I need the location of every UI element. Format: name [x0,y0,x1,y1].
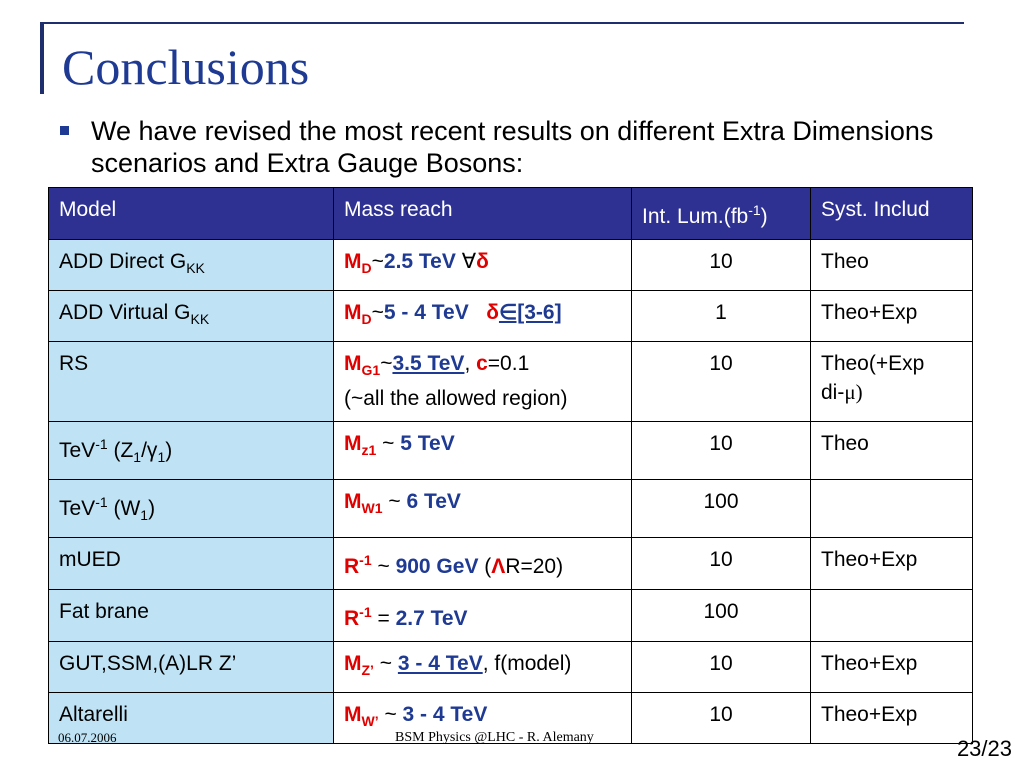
mass-reach-cell: MZ’ ~ 3 - 4 TeV, f(model) [333,640,632,694]
syst-cell [810,478,973,538]
table-row: TeV-1 (W1) MW1 ~ 6 TeV 100 [48,478,973,538]
mass-reach-cell: MG1~3.5 TeV, c=0.1 (~all the allowed regi… [333,341,632,422]
table-row: mUED R-1 ~ 900 GeV (ΛR=20) 10 Theo+Exp [48,536,973,590]
page-number: 23/23 [956,736,1012,761]
syst-cell: Theo+Exp [810,640,973,694]
lumi-cell: 10 [631,536,811,590]
model-cell: GUT,SSM,(A)LR Z’ [48,640,334,694]
footer-date: 06.07.2006 [58,730,117,745]
mass-reach-cell: MW1 ~ 6 TeV [333,478,632,538]
header-syst: Syst. Includ [810,187,973,240]
bullet-text: We have revised the most recent results … [91,116,934,178]
square-bullet-icon [60,126,69,135]
table-row: RS MG1~3.5 TeV, c=0.1 (~all the allowed r… [48,341,973,422]
table-row: GUT,SSM,(A)LR Z’ MZ’ ~ 3 - 4 TeV, f(mode… [48,640,973,694]
lumi-cell: 10 [631,341,811,422]
model-cell: TeV-1 (W1) [48,478,334,538]
results-table: Model Mass reach Int. Lum.(fb-1) Syst. I… [48,187,973,745]
lumi-cell: 10 [631,420,811,480]
mass-reach-cell: R-1 ~ 900 GeV (ΛR=20) [333,536,632,590]
syst-cell: Theo+Exp [810,536,973,590]
model-cell: RS [48,341,334,422]
model-cell: Fat brane [48,588,334,642]
table-header-row: Model Mass reach Int. Lum.(fb-1) Syst. I… [48,187,973,240]
table-row: TeV-1 (Z1/γ1) Mz1 ~ 5 TeV 10 Theo [48,420,973,480]
mass-reach-cell: Mz1 ~ 5 TeV [333,420,632,480]
header-mass-reach: Mass reach [333,187,632,240]
syst-cell: Theo(+Exp di-μ) [810,341,973,422]
model-cell: ADD Virtual GKK [48,290,334,343]
model-cell: Altarelli [48,692,334,745]
syst-cell [810,588,973,642]
bullet-item: We have revised the most recent results … [60,115,960,179]
table-row: ADD Virtual GKK MD~5 - 4 TeV δ∈[3-6] 1 T… [48,290,973,343]
header-int-lum: Int. Lum.(fb-1) [631,187,811,240]
header-model: Model [48,187,334,240]
lumi-cell: 10 [631,692,811,745]
table-row: Altarelli MW’ ~ 3 - 4 TeV 10 Theo+Exp [48,692,973,745]
table-row: Fat brane R-1 = 2.7 TeV 100 [48,588,973,642]
lumi-cell: 10 [631,640,811,694]
syst-cell: Theo [810,420,973,480]
syst-cell: Theo [810,238,973,292]
syst-cell: Theo+Exp [810,290,973,343]
model-cell: TeV-1 (Z1/γ1) [48,420,334,480]
slide-title: Conclusions [62,39,310,95]
mass-reach-cell: MD~2.5 TeV ∀δ [333,238,632,292]
footer-presenter: BSM Physics @LHC - R. Alemany [395,730,594,745]
lumi-cell: 100 [631,588,811,642]
model-cell: mUED [48,536,334,590]
title-side-bar [40,22,44,94]
lumi-cell: 10 [631,238,811,292]
lumi-cell: 1 [631,290,811,343]
mass-reach-cell: R-1 = 2.7 TeV [333,588,632,642]
table-row: ADD Direct GKK MD~2.5 TeV ∀δ 10 Theo [48,238,973,292]
title-rule [40,22,964,24]
lumi-cell: 100 [631,478,811,538]
model-cell: ADD Direct GKK [48,238,334,292]
mass-reach-cell: MD~5 - 4 TeV δ∈[3-6] [333,290,632,343]
syst-cell: Theo+Exp [810,692,973,745]
